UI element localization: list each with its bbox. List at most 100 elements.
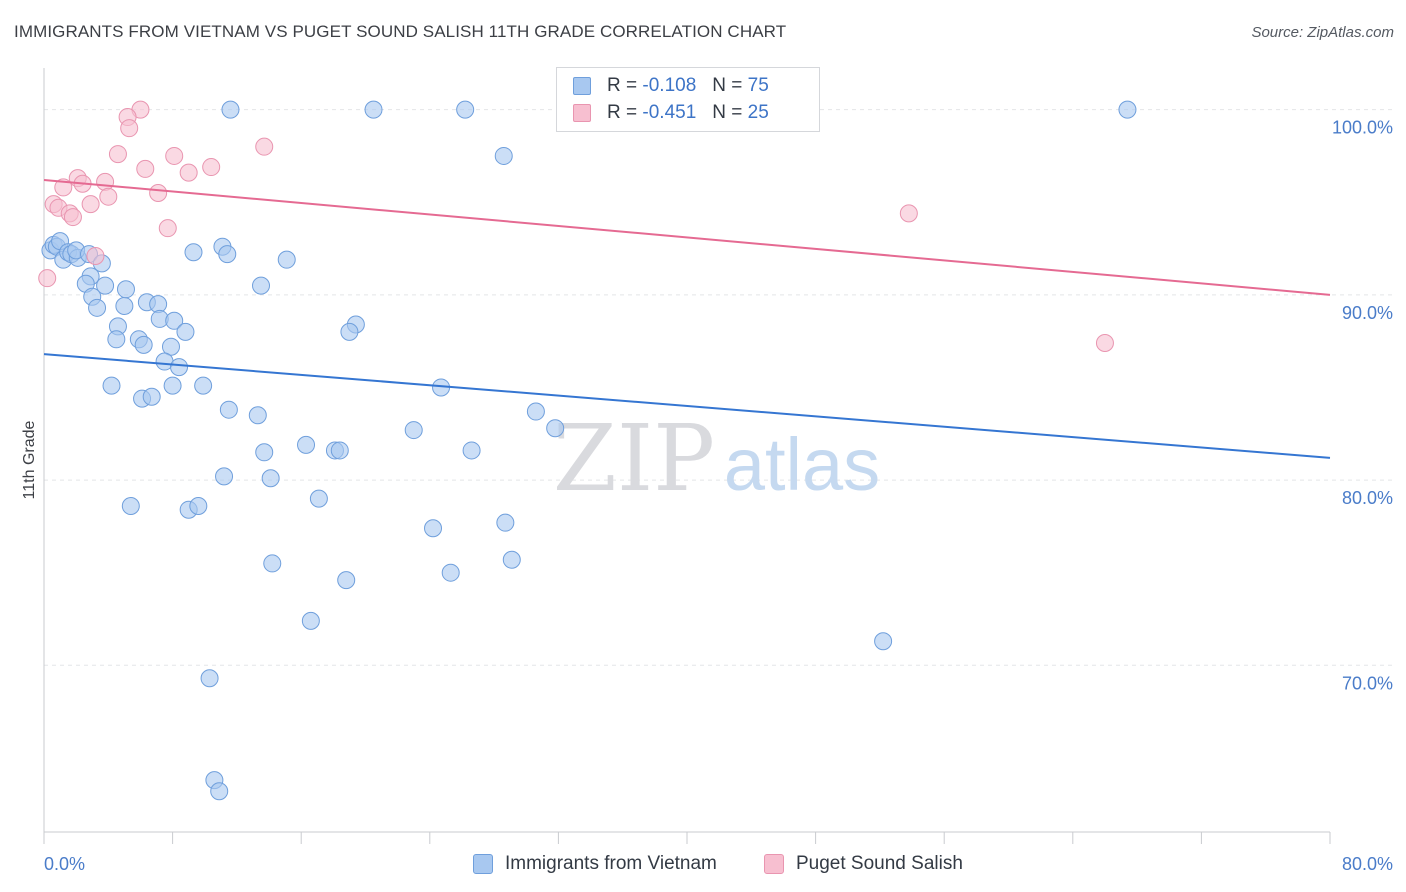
gridlines: [44, 109, 1392, 666]
watermark-atlas: atlas: [724, 423, 880, 506]
series-swatch-salish: [764, 854, 784, 874]
point-vietnam: [165, 311, 184, 330]
point-salish: [179, 163, 198, 182]
point-salish: [86, 246, 105, 265]
y-tick-label: 80.0%: [1342, 488, 1393, 508]
point-vietnam: [163, 376, 182, 395]
point-vietnam: [115, 296, 134, 315]
legend-row-vietnam: R = -0.108 N = 75: [573, 74, 769, 98]
legend-r-value: -0.108: [642, 75, 697, 96]
point-salish: [202, 158, 221, 177]
legend-swatch-salish: [573, 104, 591, 122]
point-salish: [96, 172, 115, 191]
point-vietnam: [218, 245, 237, 264]
legend-row-salish: R = -0.451 N = 25: [573, 101, 769, 125]
point-salish: [54, 178, 73, 197]
point-vietnam: [340, 322, 359, 341]
point-vietnam: [219, 400, 238, 419]
point-salish: [149, 183, 168, 202]
x-tick-labels: 0.0% 80.0%: [44, 854, 1393, 874]
point-vietnam: [121, 497, 140, 516]
point-vietnam: [456, 100, 475, 119]
point-vietnam: [116, 280, 135, 299]
point-vietnam: [142, 387, 161, 406]
point-vietnam: [494, 146, 513, 165]
series-label-salish: Puget Sound Salish: [796, 853, 963, 874]
point-vietnam: [96, 276, 115, 295]
y-axis-title: 11th Grade: [21, 420, 38, 499]
point-salish: [158, 219, 177, 238]
point-vietnam: [301, 611, 320, 630]
point-vietnam: [277, 250, 296, 269]
point-salish: [108, 145, 127, 164]
legend-n-value: 75: [747, 75, 769, 96]
axes: [43, 68, 1331, 844]
watermark: ZIP atlas: [553, 405, 880, 512]
point-vietnam: [255, 443, 274, 462]
point-vietnam: [184, 243, 203, 262]
series-legend-salish: Puget Sound Salish: [764, 851, 963, 877]
legend-r-label: R =: [607, 102, 638, 123]
y-tick-labels: 100.0% 90.0% 80.0% 70.0%: [1332, 118, 1393, 694]
point-vietnam: [261, 469, 280, 488]
point-vietnam: [263, 554, 282, 573]
point-vietnam: [297, 435, 316, 454]
point-vietnam: [149, 295, 168, 314]
point-vietnam: [161, 337, 180, 356]
point-vietnam: [874, 632, 893, 651]
series-label-vietnam: Immigrants from Vietnam: [505, 853, 717, 874]
point-vietnam: [496, 513, 515, 532]
point-vietnam: [189, 497, 208, 516]
point-salish: [165, 146, 184, 165]
x-tick-label-start: 0.0%: [44, 854, 85, 874]
point-salish: [81, 195, 100, 214]
point-salish: [120, 119, 139, 138]
legend-swatch-vietnam: [573, 77, 591, 95]
point-vietnam: [404, 421, 423, 440]
point-vietnam: [502, 550, 521, 569]
point-vietnam: [176, 322, 195, 341]
point-vietnam: [1118, 100, 1137, 119]
point-salish: [136, 159, 155, 178]
point-vietnam: [134, 335, 153, 354]
point-vietnam: [248, 406, 267, 425]
trend-lines: [43, 179, 1331, 459]
chart-title: IMMIGRANTS FROM VIETNAM VS PUGET SOUND S…: [14, 22, 787, 41]
point-vietnam: [330, 441, 349, 460]
point-vietnam: [194, 376, 213, 395]
point-vietnam: [221, 100, 240, 119]
point-salish: [99, 187, 118, 206]
point-salish: [899, 204, 918, 223]
series-legend-vietnam: Immigrants from Vietnam: [473, 851, 717, 877]
point-vietnam: [170, 358, 189, 377]
point-salish: [1095, 334, 1114, 353]
point-vietnam: [364, 100, 383, 119]
y-tick-label: 100.0%: [1332, 118, 1393, 138]
point-vietnam: [309, 489, 328, 508]
point-vietnam: [102, 376, 121, 395]
source-label: Source: ZipAtlas.com: [1251, 24, 1394, 41]
trend-line-vietnam: [43, 353, 1331, 459]
x-tick-label-end: 80.0%: [1342, 854, 1393, 874]
point-vietnam: [200, 669, 219, 688]
point-vietnam: [526, 402, 545, 421]
y-tick-label: 90.0%: [1342, 303, 1393, 323]
legend-n-label: N =: [712, 75, 743, 96]
point-salish: [38, 269, 57, 288]
legend-r-value: -0.451: [642, 102, 697, 123]
point-vietnam: [462, 441, 481, 460]
point-vietnam: [441, 563, 460, 582]
point-vietnam: [424, 519, 443, 538]
point-salish: [255, 137, 274, 156]
watermark-zip: ZIP: [553, 405, 715, 512]
legend-r-label: R =: [607, 75, 638, 96]
trend-line-salish: [43, 179, 1331, 296]
point-vietnam: [210, 782, 229, 801]
point-vietnam: [107, 330, 126, 349]
legend-n-value: 25: [747, 102, 769, 123]
point-vietnam: [88, 298, 107, 317]
point-vietnam: [252, 276, 271, 295]
series-swatch-vietnam: [473, 854, 493, 874]
point-salish: [63, 208, 82, 227]
